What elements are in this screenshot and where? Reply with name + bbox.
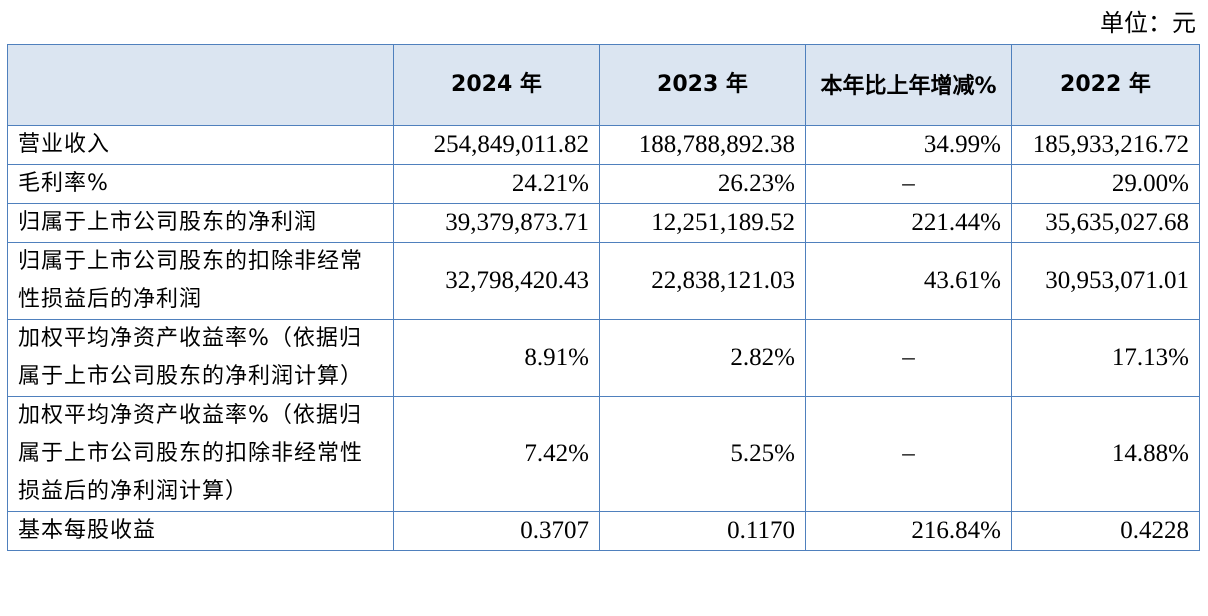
row-label: 归属于上市公司股东的扣除非经常性损益后的净利润 [7,242,394,320]
table-row: 加权平均净资产收益率%（依据归属于上市公司股东的净利润计算） 8.91% 2.8… [7,319,1200,397]
row-label: 加权平均净资产收益率%（依据归属于上市公司股东的扣除非经常性损益后的净利润计算） [7,396,394,512]
value-2024: 0.3707 [393,511,600,551]
value-2024: 7.42% [393,396,600,512]
value-change: 221.44% [805,203,1012,243]
table-row: 营业收入 254,849,011.82 188,788,892.38 34.99… [7,125,1200,165]
table-row: 基本每股收益 0.3707 0.1170 216.84% 0.4228 [7,511,1200,551]
value-change: – [805,319,1012,397]
value-change: 43.61% [805,242,1012,320]
unit-label: 单位：元 [1100,9,1196,37]
value-2023: 22,838,121.03 [599,242,806,320]
value-2022: 0.4228 [1011,511,1200,551]
row-label: 毛利率% [7,164,394,204]
financial-table: 2024 年 2023 年 本年比上年增减% 2022 年 营业收入 254,8… [7,44,1200,551]
value-2022: 29.00% [1011,164,1200,204]
table-header-row: 2024 年 2023 年 本年比上年增减% 2022 年 [7,44,1200,126]
value-2023: 188,788,892.38 [599,125,806,165]
table-row: 毛利率% 24.21% 26.23% – 29.00% [7,164,1200,204]
value-change: 34.99% [805,125,1012,165]
value-2024: 24.21% [393,164,600,204]
value-change: – [805,396,1012,512]
value-2023: 5.25% [599,396,806,512]
row-label: 营业收入 [7,125,394,165]
row-label: 加权平均净资产收益率%（依据归属于上市公司股东的净利润计算） [7,319,394,397]
value-2024: 39,379,873.71 [393,203,600,243]
table-row: 归属于上市公司股东的扣除非经常性损益后的净利润 32,798,420.43 22… [7,242,1200,320]
value-2024: 8.91% [393,319,600,397]
table-row: 加权平均净资产收益率%（依据归属于上市公司股东的扣除非经常性损益后的净利润计算）… [7,396,1200,512]
header-change: 本年比上年增减% [805,44,1012,126]
value-2023: 26.23% [599,164,806,204]
value-2022: 30,953,071.01 [1011,242,1200,320]
value-change: 216.84% [805,511,1012,551]
value-2024: 32,798,420.43 [393,242,600,320]
value-2023: 2.82% [599,319,806,397]
value-2023: 0.1170 [599,511,806,551]
header-2023: 2023 年 [599,44,806,126]
header-2022: 2022 年 [1011,44,1200,126]
row-label: 归属于上市公司股东的净利润 [7,203,394,243]
header-2024: 2024 年 [393,44,600,126]
value-2022: 35,635,027.68 [1011,203,1200,243]
value-change: – [805,164,1012,204]
header-item [7,44,394,126]
value-2022: 17.13% [1011,319,1200,397]
value-2022: 14.88% [1011,396,1200,512]
value-2023: 12,251,189.52 [599,203,806,243]
row-label: 基本每股收益 [7,511,394,551]
table-row: 归属于上市公司股东的净利润 39,379,873.71 12,251,189.5… [7,203,1200,243]
value-2022: 185,933,216.72 [1011,125,1200,165]
value-2024: 254,849,011.82 [393,125,600,165]
